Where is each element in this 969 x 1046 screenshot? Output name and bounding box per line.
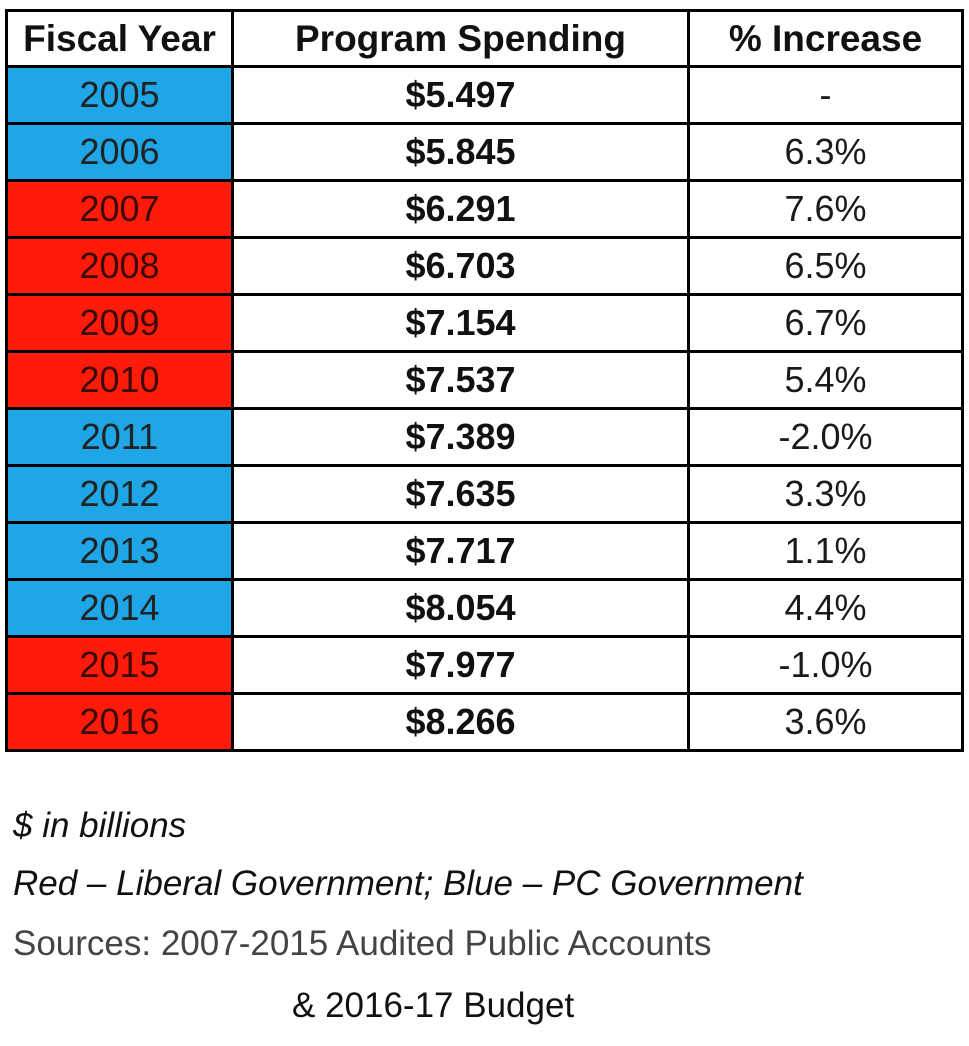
fiscal-year-cell: 2015 bbox=[5, 635, 234, 695]
units-note: $ in billions bbox=[13, 806, 187, 845]
fiscal-year-cell: 2010 bbox=[5, 350, 234, 410]
program-spending-cell: $5.497 bbox=[231, 65, 690, 125]
fiscal-year-cell: 2011 bbox=[5, 407, 234, 467]
table-row: 2014 $8.054 4.4% bbox=[5, 578, 964, 638]
sources-note: Sources: 2007-2015 Audited Public Accoun… bbox=[13, 924, 712, 963]
program-spending-cell: $7.537 bbox=[231, 350, 690, 410]
program-spending-cell: $8.266 bbox=[231, 692, 690, 752]
table-row: 2006 $5.845 6.3% bbox=[5, 122, 964, 182]
program-spending-cell: $6.291 bbox=[231, 179, 690, 239]
sources-note-continued: & 2016-17 Budget bbox=[292, 986, 575, 1025]
table-row: 2010 $7.537 5.4% bbox=[5, 350, 964, 410]
program-spending-cell: $7.977 bbox=[231, 635, 690, 695]
fiscal-year-cell: 2005 bbox=[5, 65, 234, 125]
percent-increase-cell: 5.4% bbox=[687, 350, 964, 410]
table-body: 2005 $5.497-2006 $5.845 6.3% 2007 $6.291 7.6% 2… bbox=[5, 65, 964, 752]
table-row: 2007 $6.291 7.6% bbox=[5, 179, 964, 239]
fiscal-year-cell: 2016 bbox=[5, 692, 234, 752]
percent-increase-cell: - bbox=[687, 65, 964, 125]
table-row: 2016 $8.266 3.6% bbox=[5, 692, 964, 752]
header-percent-increase: % Increase bbox=[687, 9, 964, 68]
percent-increase-cell: -2.0% bbox=[687, 407, 964, 467]
program-spending-cell: $5.845 bbox=[231, 122, 690, 182]
percent-increase-cell: 1.1% bbox=[687, 521, 964, 581]
percent-increase-cell: 3.3% bbox=[687, 464, 964, 524]
program-spending-cell: $7.389 bbox=[231, 407, 690, 467]
percent-increase-cell: 4.4% bbox=[687, 578, 964, 638]
percent-increase-cell: 6.3% bbox=[687, 122, 964, 182]
fiscal-year-cell: 2008 bbox=[5, 236, 234, 296]
percent-increase-cell: 7.6% bbox=[687, 179, 964, 239]
fiscal-year-cell: 2013 bbox=[5, 521, 234, 581]
table-row: 2013 $7.717 1.1% bbox=[5, 521, 964, 581]
header-fiscal-year: Fiscal Year bbox=[5, 9, 234, 68]
table-row: 2015 $7.977 -1.0% bbox=[5, 635, 964, 695]
program-spending-cell: $7.154 bbox=[231, 293, 690, 353]
percent-increase-cell: 6.7% bbox=[687, 293, 964, 353]
table-header-row: Fiscal Year Program Spending % Increase bbox=[5, 9, 964, 68]
table-row: 2008 $6.703 6.5% bbox=[5, 236, 964, 296]
fiscal-year-cell: 2006 bbox=[5, 122, 234, 182]
program-spending-cell: $8.054 bbox=[231, 578, 690, 638]
fiscal-year-cell: 2014 bbox=[5, 578, 234, 638]
color-legend-note: Red – Liberal Government; Blue – PC Gove… bbox=[13, 864, 803, 903]
percent-increase-cell: 6.5% bbox=[687, 236, 964, 296]
program-spending-cell: $7.635 bbox=[231, 464, 690, 524]
spending-table-container: Fiscal Year Program Spending % Increase … bbox=[5, 9, 964, 752]
program-spending-cell: $7.717 bbox=[231, 521, 690, 581]
table-row: 2012 $7.635 3.3% bbox=[5, 464, 964, 524]
fiscal-year-cell: 2007 bbox=[5, 179, 234, 239]
fiscal-year-cell: 2009 bbox=[5, 293, 234, 353]
percent-increase-cell: 3.6% bbox=[687, 692, 964, 752]
table-row: 2009 $7.154 6.7% bbox=[5, 293, 964, 353]
spending-table: Fiscal Year Program Spending % Increase … bbox=[5, 9, 964, 752]
program-spending-cell: $6.703 bbox=[231, 236, 690, 296]
fiscal-year-cell: 2012 bbox=[5, 464, 234, 524]
table-row: 2005 $5.497- bbox=[5, 65, 964, 125]
header-program-spending: Program Spending bbox=[231, 9, 690, 68]
percent-increase-cell: -1.0% bbox=[687, 635, 964, 695]
table-row: 2011 $7.389 -2.0% bbox=[5, 407, 964, 467]
